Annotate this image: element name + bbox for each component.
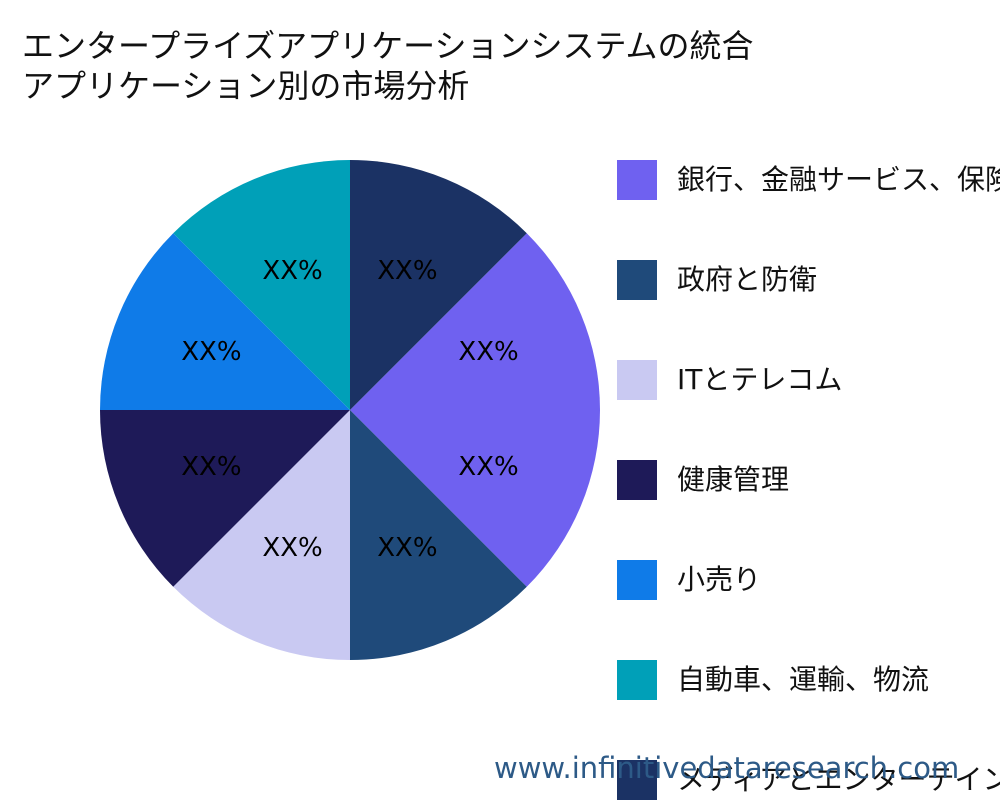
pie-slice (100, 233, 350, 410)
legend-label: 自動車、運輸、物流 (677, 663, 929, 696)
pie-slice (350, 160, 527, 410)
pie-slice (350, 410, 527, 660)
data-label: XX% (377, 256, 437, 286)
legend-swatch (617, 160, 657, 200)
data-label: XX% (458, 452, 518, 482)
legend-label: 政府と防衛 (677, 263, 817, 296)
legend-swatch (617, 760, 657, 800)
legend-label: 健康管理 (677, 463, 789, 496)
data-label: XX% (377, 533, 437, 563)
pie-slice (173, 160, 350, 410)
legend-swatch (617, 360, 657, 400)
data-label: XX% (458, 337, 518, 367)
legend-label: ITとテレコム (677, 363, 842, 396)
legend-label: メディアとエンターテインメント (677, 763, 1000, 796)
legend-label: 銀行、金融サービス、保険 (677, 163, 1000, 196)
chart-title: エンタープライズアプリケーションシステムの統合 (22, 27, 754, 65)
data-label: XX% (262, 256, 322, 286)
legend-swatch (617, 660, 657, 700)
data-label: XX% (181, 452, 241, 482)
pie-slice (100, 410, 350, 587)
legend-swatch (617, 260, 657, 300)
legend-swatch (617, 560, 657, 600)
pie-slice (350, 233, 600, 587)
pie-slice (173, 410, 350, 660)
legend-label: 小売り (677, 563, 761, 596)
legend-swatch (617, 460, 657, 500)
chart-title: アプリケーション別の市場分析 (22, 67, 469, 105)
watermark: www.infinitivedataresearch.com (494, 751, 959, 785)
data-label: XX% (262, 533, 322, 563)
data-label: XX% (181, 337, 241, 367)
